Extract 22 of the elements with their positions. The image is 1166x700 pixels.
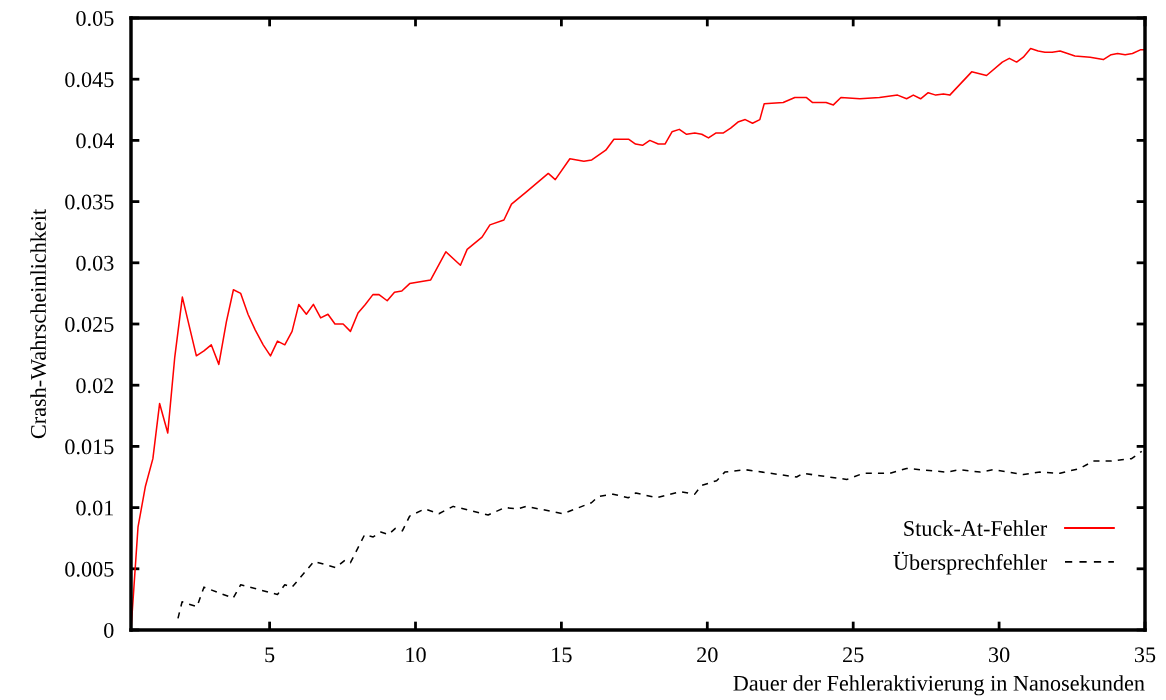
y-tick-label: 0.005 [65, 561, 114, 577]
y-tick-label: 0.04 [76, 133, 114, 149]
legend-label: Übersprechfehler [893, 551, 1048, 575]
x-tick-label: 25 [843, 647, 864, 663]
x-axis-title: Dauer der Fehleraktivierung in Nanosekunden [733, 675, 1145, 696]
y-tick-label: 0.035 [65, 194, 114, 210]
legend-label: Stuck-At-Fehler [904, 520, 1048, 537]
x-tick-label: 15 [552, 647, 572, 663]
x-tick-label: 35 [1134, 647, 1156, 663]
y-tick-label: 0 [104, 622, 114, 638]
x-tick-label: 5 [265, 647, 275, 663]
y-axis-title: Crash-Wahrscheinlichkeit [30, 209, 47, 439]
y-tick-label: 0.03 [76, 255, 114, 271]
y-tick-label: 0.02 [76, 378, 114, 394]
x-tick-label: 30 [989, 647, 1010, 663]
x-tick-label: 20 [697, 647, 718, 663]
y-tick-label: 0.045 [65, 72, 114, 88]
x-tick-label: 10 [406, 647, 426, 663]
y-tick-label: 0.01 [76, 500, 113, 516]
y-tick-label: 0.015 [65, 439, 114, 455]
y-tick-label: 0.05 [76, 10, 114, 27]
y-tick-label: 0.025 [65, 316, 114, 333]
